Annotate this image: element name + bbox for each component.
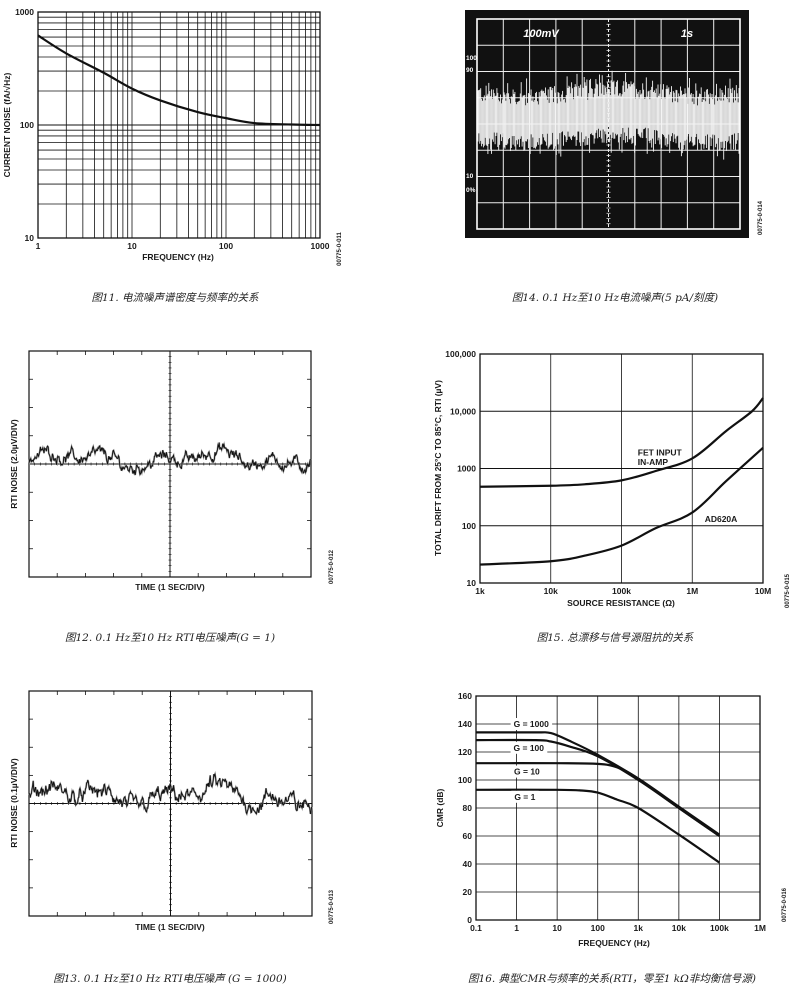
grid bbox=[480, 354, 763, 583]
y-tick-label: 1000 bbox=[457, 464, 476, 474]
x-axis-label: FREQUENCY (Hz) bbox=[142, 252, 214, 262]
x-tick-label: 1000 bbox=[311, 241, 330, 251]
y-axis-label: RTI NOISE (2.0µV/DIV) bbox=[9, 419, 19, 509]
y-axis-label: CURRENT NOISE (fA/√Hz) bbox=[2, 72, 12, 177]
series-label: G = 1 bbox=[514, 792, 535, 802]
plot-frame bbox=[479, 353, 764, 584]
x-tick-label: 10k bbox=[544, 586, 558, 596]
x-tick-label: 10k bbox=[672, 923, 686, 933]
fig16-chart: 0.1 1 10 100 1k 10k 100k 1M 0 20 40 60 80 100 120 140 16… bbox=[435, 691, 788, 985]
fig12-chart: 图12. 0.1 Hz至10 Hz RTI电压噪声(G = 1) 00775-0-… bbox=[9, 350, 335, 644]
figure-caption: 图14. 0.1 Hz至10 Hz电流噪声(5 pA/刻度) bbox=[512, 292, 718, 304]
x-tick-label: 10 bbox=[552, 923, 562, 933]
series-label-background bbox=[511, 765, 544, 778]
scope-marker-label: 10 bbox=[466, 173, 474, 180]
series-label: FET INPUT bbox=[638, 448, 683, 458]
scope-time-scale: 1s bbox=[681, 28, 693, 40]
series-label: G = 100 bbox=[514, 743, 545, 753]
x-tick-label: 1k bbox=[475, 586, 485, 596]
x-axis-label: FREQUENCY (Hz) bbox=[578, 938, 650, 948]
y-tick-label: 1000 bbox=[15, 7, 34, 17]
x-tick-label: 1M bbox=[686, 586, 698, 596]
series-line-0 bbox=[37, 34, 321, 127]
y-axis-label: RTI NOISE (0.1µV/DIV) bbox=[9, 758, 19, 848]
scope-graticule-frame bbox=[476, 18, 741, 230]
y-tick-label: 60 bbox=[463, 831, 473, 841]
figure-caption: 图13. 0.1 Hz至10 Hz RTI电压噪声 (G = 1000) bbox=[53, 973, 286, 985]
y-tick-label: 160 bbox=[458, 691, 472, 701]
y-tick-label: 10 bbox=[25, 233, 35, 243]
x-tick-label: 1M bbox=[754, 923, 766, 933]
x-tick-label: 1 bbox=[514, 923, 519, 933]
x-tick-label: 1 bbox=[36, 241, 41, 251]
series-label-background bbox=[510, 718, 553, 730]
noise-trace bbox=[28, 772, 313, 816]
series-line-1 bbox=[479, 446, 764, 566]
y-tick-label: 140 bbox=[458, 719, 472, 729]
y-tick-label: 40 bbox=[463, 859, 473, 869]
x-tick-label: 1k bbox=[634, 923, 644, 933]
x-tick-label: 100 bbox=[591, 923, 605, 933]
series-line-3 bbox=[475, 788, 721, 864]
y-axis-label: TOTAL DRIFT FROM 25°C TO 85°C, RTI (µV) bbox=[433, 380, 443, 556]
figure-caption: 图15. 总漂移与信号源阻抗的关系 bbox=[537, 632, 695, 644]
x-tick-label: 100 bbox=[219, 241, 233, 251]
series-label-background bbox=[510, 741, 548, 754]
oscilloscope-chart: 100mV 1s 100 90 10 0% 图14. 0.1 Hz至10 Hz电流噪声(5 … bbox=[465, 10, 764, 304]
series-label: IN-AMP bbox=[638, 457, 669, 467]
figure-caption: 图16. 典型CMR与频率的关系(RTI，零至1 kΩ非均衡信号源) bbox=[468, 973, 756, 985]
y-tick-label: 20 bbox=[463, 887, 473, 897]
noise-band bbox=[477, 70, 741, 160]
series-label: G = 1000 bbox=[514, 719, 549, 729]
figure-code: 00775-0-014 bbox=[758, 200, 764, 235]
y-tick-label: 120 bbox=[458, 747, 472, 757]
fig15-chart: 1k 10k 100k 1M 10M 10 100 1000 10,000 100,000 FET … bbox=[433, 349, 791, 644]
fig13-chart: 图13. 0.1 Hz至10 Hz RTI电压噪声 (G = 1000) 0077… bbox=[9, 690, 335, 985]
x-tick-label: 10 bbox=[127, 241, 137, 251]
y-tick-label: 100,000 bbox=[445, 349, 476, 359]
y-tick-label: 0 bbox=[467, 915, 472, 925]
scope-vertical-scale: 100mV bbox=[523, 28, 560, 40]
figure-caption: 图12. 0.1 Hz至10 Hz RTI电压噪声(G = 1) bbox=[65, 632, 275, 644]
y-tick-label: 100 bbox=[462, 521, 476, 531]
plot-frame bbox=[28, 690, 313, 917]
figure-caption: 图11. 电流噪声谱密度与频率的关系 bbox=[91, 292, 260, 304]
x-tick-label: 0.1 bbox=[470, 923, 482, 933]
figure-code: 00775-0-016 bbox=[782, 887, 788, 922]
series-label-background bbox=[511, 790, 539, 803]
scope-marker-label: 90 bbox=[466, 67, 474, 74]
noise-trace bbox=[28, 442, 311, 476]
x-tick-label: 100k bbox=[612, 586, 631, 596]
figure-code: 00775-0-011 bbox=[337, 231, 343, 265]
y-axis-label: CMR (dB) bbox=[435, 788, 445, 827]
x-axis-label: TIME (1 SEC/DIV) bbox=[135, 582, 205, 592]
plot-frame bbox=[28, 350, 312, 578]
figure-code: 00775-0-013 bbox=[329, 889, 335, 924]
x-axis-label: TIME (1 SEC/DIV) bbox=[135, 922, 205, 932]
y-tick-label: 10 bbox=[467, 578, 477, 588]
scope-marker-label: 0% bbox=[466, 187, 476, 194]
y-tick-label: 10,000 bbox=[450, 406, 476, 416]
figure-code: 00775-0-015 bbox=[785, 573, 791, 608]
series-label: AD620A bbox=[705, 514, 738, 524]
y-tick-label: 80 bbox=[463, 803, 473, 813]
y-tick-label: 100 bbox=[458, 775, 472, 785]
figure-code: 00775-0-012 bbox=[329, 549, 335, 584]
series-line-2 bbox=[475, 762, 721, 837]
series-label: G = 10 bbox=[514, 767, 540, 777]
series-line-0 bbox=[479, 397, 764, 488]
plot-frame bbox=[475, 695, 761, 921]
x-axis-label: SOURCE RESISTANCE (Ω) bbox=[567, 598, 675, 608]
x-tick-label: 100k bbox=[710, 923, 729, 933]
scope-marker-label: 100 bbox=[466, 55, 477, 62]
x-tick-label: 10M bbox=[755, 586, 772, 596]
y-tick-label: 100 bbox=[20, 120, 34, 130]
